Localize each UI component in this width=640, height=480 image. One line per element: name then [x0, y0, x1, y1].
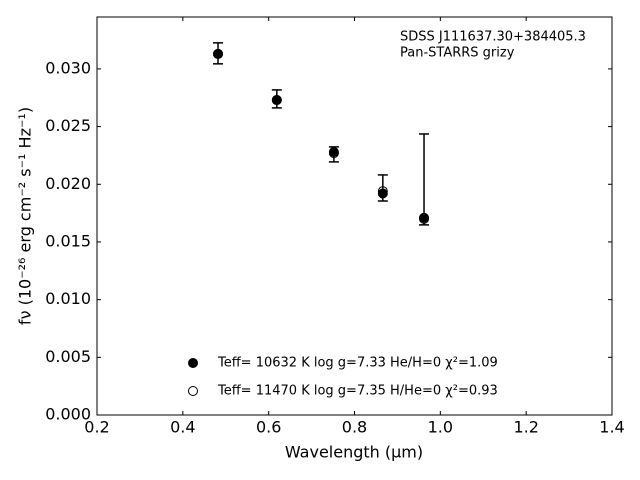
point	[377, 188, 388, 199]
point	[377, 186, 388, 197]
point	[213, 48, 224, 59]
x-tick-label: 0.2	[84, 418, 109, 437]
x-tick-label: 0.4	[170, 418, 195, 437]
point	[419, 213, 430, 224]
x-tick-label: 1.0	[428, 418, 453, 437]
x-tick-label: 0.8	[342, 418, 367, 437]
x-tick-label: 0.6	[256, 418, 281, 437]
x-axis-label: Wavelength (μm)	[285, 443, 423, 462]
legend-label: Teff= 10632 K log g=7.33 He/H=0 χ²=1.09	[217, 356, 498, 371]
y-axis-label: fν (10⁻²⁶ erg cm⁻² s⁻¹ Hz⁻¹)	[16, 107, 35, 325]
point	[328, 148, 339, 159]
annotation: Pan-STARRS grizy	[400, 46, 515, 61]
x-tick-label: 1.4	[599, 418, 624, 437]
y-tick-label: 0.025	[45, 116, 91, 135]
legend-marker	[188, 386, 198, 396]
y-tick-label: 0.015	[45, 231, 91, 250]
point	[271, 95, 282, 106]
y-tick-label: 0.005	[45, 347, 91, 366]
legend-marker	[188, 358, 198, 368]
y-tick-label: 0.000	[45, 405, 91, 424]
y-tick-label: 0.030	[45, 58, 91, 77]
y-tick-label: 0.020	[45, 174, 91, 193]
x-tick-label: 1.2	[513, 418, 538, 437]
y-tick-label: 0.010	[45, 289, 91, 308]
legend-label: Teff= 11470 K log g=7.35 H/He=0 χ²=0.93	[217, 384, 498, 399]
annotation: SDSS J111637.30+384405.3	[400, 30, 586, 45]
